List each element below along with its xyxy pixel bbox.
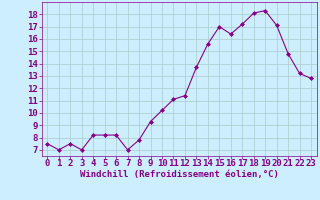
X-axis label: Windchill (Refroidissement éolien,°C): Windchill (Refroidissement éolien,°C) (80, 170, 279, 179)
